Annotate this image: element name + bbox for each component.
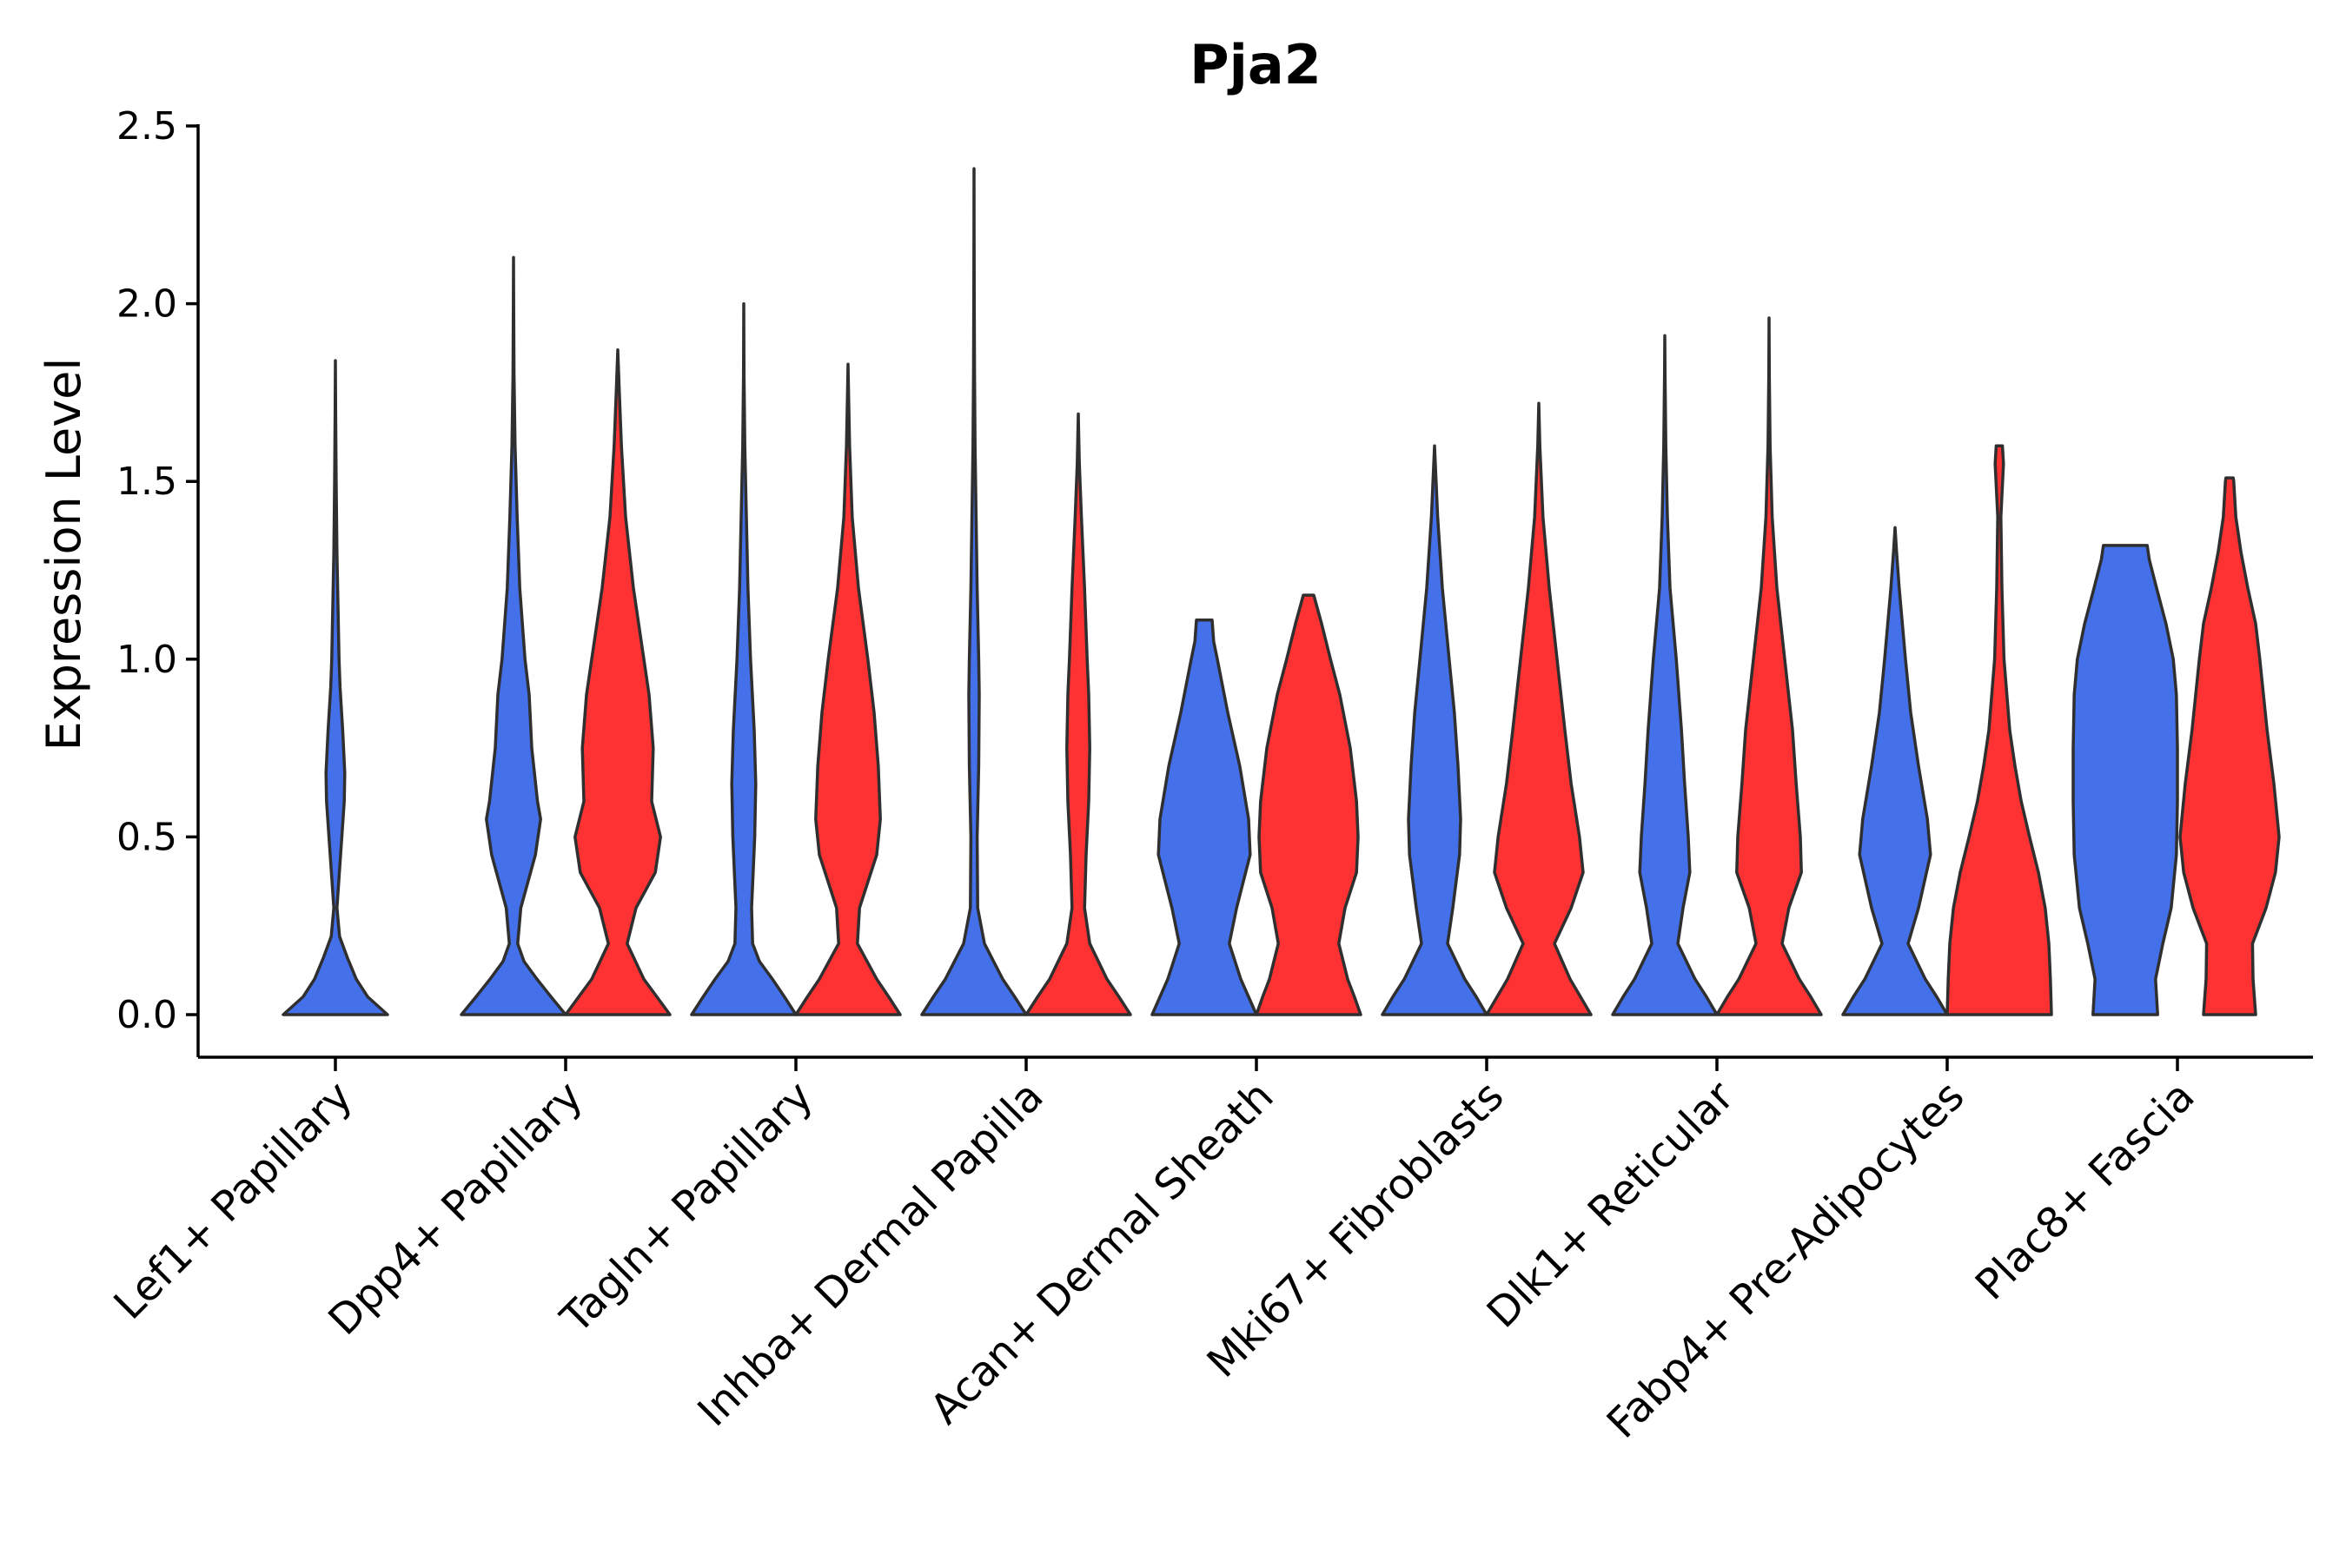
violin-plac8-fascia-group-a [2071,544,2179,1016]
violin-mki67-fibroblasts-group-b [1485,401,1593,1016]
y-axis-label: Expression Level [36,358,91,751]
chart-title: Pja2 [1190,33,1322,96]
violin-dlk1-reticular-group-b [1715,316,1823,1016]
x-tick-label: Lef1+ Papillary [105,1072,362,1329]
violin-fabp4-pre-adipocytes-group-b [1945,444,2053,1016]
violin-mki67-fibroblasts-group-a [1381,444,1488,1016]
violin-plac8-fascia-group-b [2178,476,2281,1016]
violin-tagln-papillary-group-b [794,362,902,1016]
violin-lef1-papillary-group-a [282,359,389,1016]
violin-dpp4-papillary-group-b [564,348,672,1016]
x-tick-label: Dpp4+ Papillary [319,1072,592,1345]
y-tick-label: 0.5 [116,815,177,859]
violin-dlk1-reticular-group-a [1611,334,1719,1016]
violin-inhba-dermal-papilla-group-a [920,167,1028,1016]
violin-inhba-dermal-papilla-group-b [1024,412,1132,1016]
y-tick-label: 2.0 [116,282,177,327]
violin-fabp4-pre-adipocytes-group-a [1841,526,1949,1016]
violin-acan-dermal-sheath-group-a [1150,619,1258,1016]
x-tick-label: Plac8+ Fascia [1966,1072,2204,1310]
x-tick-label: Dlk1+ Reticular [1478,1072,1744,1338]
violin-tagln-papillary-group-a [690,301,798,1016]
violin-dpp4-papillary-group-a [460,255,567,1016]
y-tick-label: 1.5 [116,460,177,504]
y-tick-label: 1.0 [116,638,177,682]
y-tick-label: 0.0 [116,993,177,1037]
violin-layer [282,167,2281,1016]
violin-acan-dermal-sheath-group-b [1255,593,1362,1016]
y-tick-label: 2.5 [116,104,177,149]
x-tick-label: Tagln+ Papillary [551,1072,822,1343]
